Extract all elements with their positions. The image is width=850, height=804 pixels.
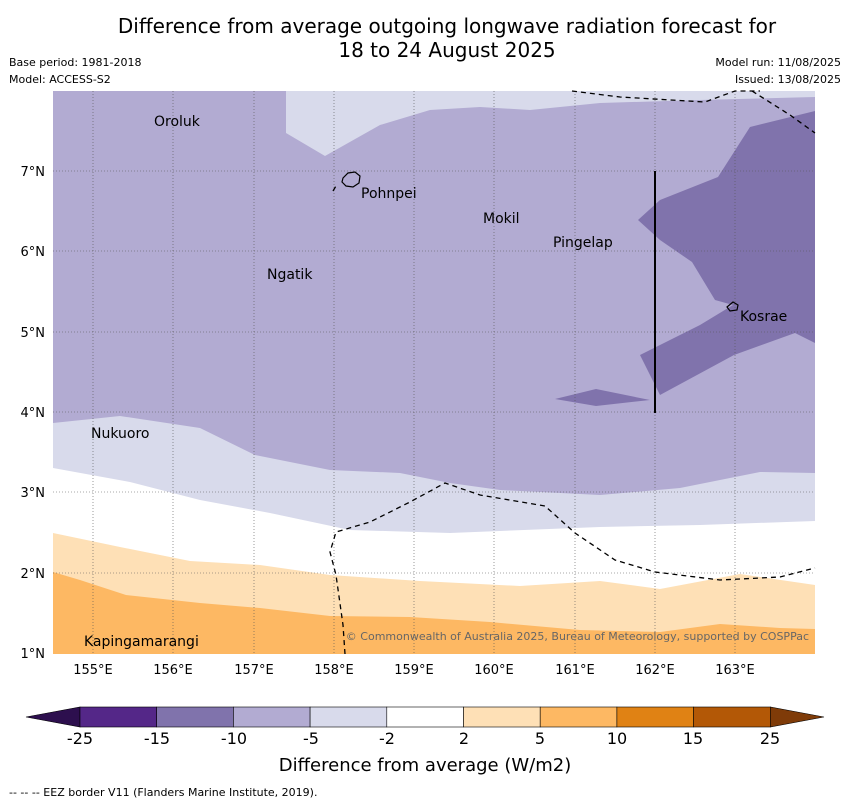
lon-label-155e: 155°E <box>73 663 113 678</box>
issued-date: Issued: 13/08/2025 <box>734 73 841 86</box>
colorbar-swatch <box>693 706 771 728</box>
colorbar <box>25 706 825 728</box>
colorbar-title: Difference from average (W/m2) <box>278 755 572 776</box>
region-minus-15-patch <box>555 389 650 406</box>
colorbar-swatch <box>309 706 388 728</box>
region-minus-15-east <box>638 111 815 395</box>
lon-label-156e: 156°E <box>153 663 193 678</box>
lat-label-1n: 1°N <box>21 647 46 662</box>
place-label-nukuoro: Nukuoro <box>91 426 149 442</box>
lat-label-3n: 3°N <box>21 486 46 501</box>
colorbar-swatch <box>233 706 311 728</box>
cb-tick-7: 5 <box>534 729 546 748</box>
lon-label-163e: 163°E <box>715 663 755 678</box>
eez-source-note: -- -- -- EEZ border V11 (Flanders Marine… <box>9 786 318 799</box>
lon-label-162e: 162°E <box>635 663 675 678</box>
copyright-notice: © Commonwealth of Australia 2025, Bureau… <box>346 630 809 643</box>
cb-tick-2: -15 <box>143 729 171 748</box>
model-info: Base period: 1981-2018 Model: ACCESS-S2 <box>9 54 141 88</box>
region-minus-5-north <box>286 91 815 156</box>
title-line-2: 18 to 24 August 2025 <box>338 38 556 62</box>
lat-label-6n: 6°N <box>21 245 46 260</box>
colorbar-swatch <box>156 706 234 728</box>
gridlines <box>53 91 815 654</box>
pohnpei-island-shape <box>341 171 361 188</box>
region-plus-5 <box>53 572 815 654</box>
kosrae-island-shape <box>726 301 739 312</box>
run-info: Model run: 11/08/2025 Issued: 13/08/2025 <box>715 54 841 88</box>
map-title: Difference from average outgoing longwav… <box>0 14 850 62</box>
cb-tick-4: -5 <box>303 729 319 748</box>
lon-label-158e: 158°E <box>314 663 354 678</box>
model-name: Model: ACCESS-S2 <box>9 73 111 86</box>
cb-tick-1: -25 <box>66 729 94 748</box>
place-label-mokil: Mokil <box>483 211 520 227</box>
colorbar-swatch <box>79 706 157 728</box>
lat-label-5n: 5°N <box>21 326 46 341</box>
anomaly-fill <box>53 91 815 654</box>
place-label-kapingamarangi: Kapingamarangi <box>84 634 199 650</box>
colorbar-swatch <box>386 706 464 728</box>
title-line-1: Difference from average outgoing longwav… <box>117 14 777 38</box>
colorbar-extend-high <box>769 706 825 728</box>
lat-label-2n: 2°N <box>21 567 46 582</box>
cb-tick-6: 2 <box>458 729 470 748</box>
place-label-kosrae: Kosrae <box>740 309 787 325</box>
cb-tick-10: 25 <box>759 729 781 748</box>
colorbar-extend-low <box>25 706 81 728</box>
colorbar-swatch <box>463 706 541 728</box>
lon-label-160e: 160°E <box>474 663 514 678</box>
lon-label-159e: 159°E <box>394 663 434 678</box>
lat-label-7n: 7°N <box>21 165 46 180</box>
cb-tick-8: 10 <box>606 729 628 748</box>
place-label-oroluk: Oroluk <box>154 114 201 130</box>
cb-tick-5: -2 <box>379 729 395 748</box>
model-run: Model run: 11/08/2025 <box>715 56 841 69</box>
cb-tick-9: 15 <box>682 729 704 748</box>
place-label-pohnpei: Pohnpei <box>361 186 417 202</box>
lon-label-161e: 161°E <box>555 663 595 678</box>
place-label-ngatik: Ngatik <box>267 267 313 283</box>
cb-tick-3: -10 <box>220 729 248 748</box>
lon-label-157e: 157°E <box>234 663 274 678</box>
place-label-pingelap: Pingelap <box>553 235 613 251</box>
colorbar-swatch <box>539 706 618 728</box>
lat-label-4n: 4°N <box>21 406 46 421</box>
base-period: Base period: 1981-2018 <box>9 56 142 69</box>
colorbar-swatch <box>616 706 694 728</box>
eez-borders <box>329 90 816 655</box>
